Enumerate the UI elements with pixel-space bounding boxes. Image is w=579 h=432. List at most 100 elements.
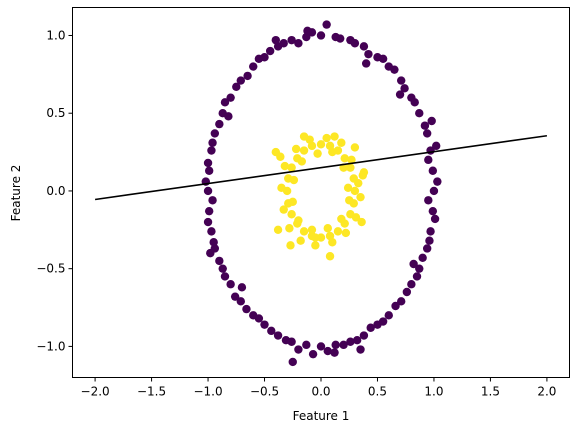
scatter-point-s0-55: [364, 49, 373, 59]
scatter-point-s0-106: [303, 26, 312, 36]
y-tick-label: −1.0: [36, 339, 65, 353]
scatter-point-s0-33: [273, 331, 283, 340]
scatter-point-s1-48: [307, 225, 317, 235]
scatter-point-s0-29: [226, 280, 235, 289]
scatter-point-s1-43: [313, 149, 322, 158]
scatter-point-s0-36: [316, 342, 326, 351]
scatter-point-s0-43: [407, 280, 416, 289]
scatter-point-s1-3: [340, 154, 349, 163]
scatter-point-s0-60: [294, 39, 303, 48]
scatter-point-s0-57: [336, 34, 345, 43]
scatter-point-s1-37: [341, 228, 351, 238]
scatter-point-s0-91: [418, 253, 427, 262]
scatter-point-s0-86: [366, 323, 375, 332]
plot-area: [72, 7, 570, 378]
scatter-point-s0-72: [203, 217, 213, 227]
scatter-point-s0-85: [352, 335, 362, 345]
scatter-point-s1-0: [350, 186, 360, 196]
scatter-point-s0-75: [220, 272, 230, 281]
scatter-point-s0-14: [287, 35, 296, 45]
scatter-point-s1-30: [280, 161, 290, 171]
scatter-point-s1-39: [356, 192, 365, 202]
x-tick-label: −0.5: [250, 385, 279, 399]
scatter-point-s0-90: [412, 272, 422, 281]
scatter-point-s0-23: [204, 166, 214, 175]
scatter-point-s0-98: [288, 357, 297, 367]
scatter-point-s1-16: [299, 227, 309, 236]
scatter-point-s1-45: [289, 175, 299, 185]
scatter-point-s0-38: [346, 337, 355, 346]
scatter-point-s1-14: [287, 210, 296, 219]
scatter-point-s1-33: [285, 224, 294, 233]
scatter-point-s1-31: [277, 183, 286, 193]
scatter-point-s1-10: [287, 163, 296, 172]
scatter-point-s0-22: [207, 146, 216, 155]
scatter-point-s0-21: [210, 129, 220, 138]
scatter-point-s0-1: [428, 166, 438, 175]
scatter-point-s0-101: [395, 90, 405, 99]
scatter-point-s0-51: [410, 98, 419, 107]
y-axis-label: Feature 2: [9, 165, 23, 222]
scatter-point-s0-13: [302, 32, 311, 42]
scatter-point-s0-94: [424, 196, 433, 205]
scatter-point-s0-12: [316, 31, 326, 40]
scatter-point-s0-74: [215, 256, 224, 266]
scatter-point-s0-93: [430, 214, 440, 224]
x-tick-label: 0.0: [311, 385, 330, 399]
boundary-line: [94, 134, 548, 201]
scatter-point-s1-8: [299, 146, 309, 155]
scatter-point-s1-25: [347, 155, 356, 165]
scatter-point-s0-49: [424, 155, 433, 165]
scatter-point-s1-63: [311, 233, 320, 242]
scatter-point-s0-66: [220, 98, 230, 107]
scatter-point-s0-99: [356, 345, 365, 354]
x-tick-label: −1.0: [193, 385, 222, 399]
scatter-point-s0-42: [397, 297, 406, 306]
scatter-point-s1-40: [343, 183, 353, 193]
scatter-point-s0-26: [207, 227, 216, 236]
scatter-point-s0-81: [294, 345, 303, 354]
scatter-point-s0-45: [422, 244, 432, 253]
scatter-point-s0-102: [271, 35, 281, 45]
x-axis-label: Feature 1: [293, 409, 350, 423]
scatter-point-s1-24: [354, 178, 363, 188]
scatter-point-s0-92: [425, 236, 434, 245]
scatter-point-s1-53: [357, 217, 366, 227]
scatter-point-s0-88: [391, 301, 400, 311]
scatter-point-s0-89: [402, 287, 412, 297]
points-layer: [201, 20, 442, 367]
scatter-point-s0-25: [204, 206, 214, 216]
scatter-point-s0-37: [331, 340, 340, 350]
scatter-point-s1-26: [337, 138, 346, 147]
scatter-point-s1-59: [350, 143, 360, 152]
scatter-point-s0-4: [415, 109, 424, 118]
scatter-point-s1-38: [351, 213, 361, 222]
scatter-point-s0-68: [208, 138, 217, 147]
scatter-point-s0-6: [397, 76, 406, 85]
scatter-point-s1-51: [345, 196, 354, 205]
scatter-point-s0-0: [429, 186, 439, 196]
scatter-point-s0-77: [242, 304, 251, 314]
scatter-point-s0-19: [226, 93, 235, 102]
x-tick-label: 2.0: [537, 385, 556, 399]
scatter-point-s1-62: [358, 171, 367, 180]
scatter-point-s0-48: [433, 177, 442, 186]
scatter-point-s1-34: [296, 236, 305, 245]
y-tick-label: 0.0: [46, 184, 65, 198]
scatter-point-s1-35: [311, 241, 320, 250]
scatter-point-s0-53: [390, 65, 399, 74]
scatter-point-s1-55: [273, 225, 283, 235]
scatter-point-s0-9: [359, 42, 369, 51]
y-tick-label: 0.5: [46, 106, 65, 120]
scatter-point-s0-54: [378, 54, 388, 63]
scatter-point-s0-44: [415, 264, 424, 273]
scatter-point-s0-28: [218, 264, 227, 273]
scatter-point-s0-100: [237, 283, 247, 292]
scatter-point-s0-39: [359, 331, 369, 340]
scatter-point-s0-56: [350, 39, 360, 48]
scatter-point-s1-2: [346, 163, 355, 172]
scatter-point-s1-47: [294, 216, 303, 225]
x-tick-label: 0.5: [368, 385, 387, 399]
scatter-point-s0-63: [254, 54, 264, 63]
